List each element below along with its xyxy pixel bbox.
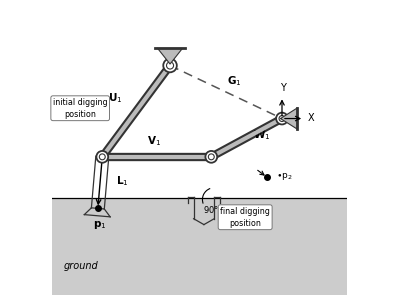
Bar bbox=[52, 198, 347, 295]
Text: Y: Y bbox=[280, 83, 286, 93]
Circle shape bbox=[163, 59, 177, 72]
Text: $\mathbf{p}_1$: $\mathbf{p}_1$ bbox=[93, 219, 107, 231]
Circle shape bbox=[97, 151, 108, 163]
Polygon shape bbox=[280, 108, 297, 129]
Text: initial digging
position: initial digging position bbox=[53, 98, 107, 119]
Text: $\mathbf{U}_1$: $\mathbf{U}_1$ bbox=[108, 91, 123, 105]
Text: $\mathbf{G}_1$: $\mathbf{G}_1$ bbox=[227, 75, 242, 88]
Text: final digging
position: final digging position bbox=[220, 207, 270, 228]
Text: $90°$: $90°$ bbox=[203, 204, 219, 215]
Text: $\mathbf{L}_1$: $\mathbf{L}_1$ bbox=[116, 174, 128, 188]
Text: ground: ground bbox=[64, 261, 99, 271]
Text: $\bullet$p$_2$: $\bullet$p$_2$ bbox=[276, 171, 292, 182]
Circle shape bbox=[205, 151, 217, 163]
Polygon shape bbox=[158, 49, 182, 64]
Circle shape bbox=[276, 113, 288, 124]
Circle shape bbox=[279, 116, 285, 121]
Text: $\mathbf{V}_1$: $\mathbf{V}_1$ bbox=[147, 134, 161, 147]
Circle shape bbox=[166, 62, 174, 69]
Text: X: X bbox=[308, 113, 314, 123]
Circle shape bbox=[208, 154, 214, 160]
Text: $\mathbf{W}_1$: $\mathbf{W}_1$ bbox=[253, 128, 270, 142]
Circle shape bbox=[99, 154, 105, 160]
